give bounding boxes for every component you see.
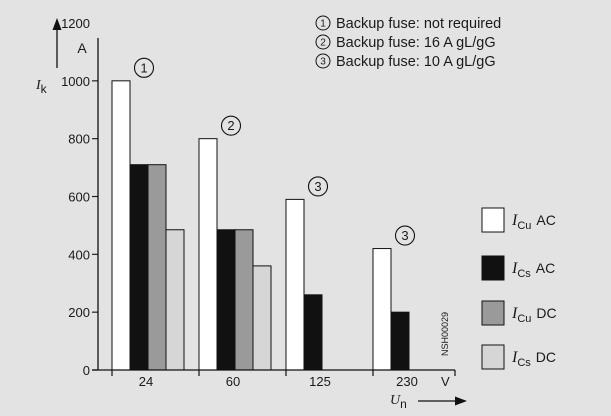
legend-label: ICs AC bbox=[511, 260, 555, 280]
group-marker-circle bbox=[220, 115, 242, 136]
legend-swatch bbox=[481, 344, 505, 370]
legend-swatch bbox=[481, 300, 505, 326]
annotation-marker-number: 1 bbox=[320, 19, 326, 30]
y-axis-label: Ik bbox=[35, 78, 48, 96]
axis-labels: A Ik Un NSH00029 bbox=[35, 40, 467, 411]
y-tick-label: 400 bbox=[68, 247, 90, 262]
legend-label: ICs DC bbox=[511, 349, 556, 369]
bar bbox=[390, 311, 410, 371]
x-categories: 24 60 125 230 V bbox=[139, 374, 450, 389]
group-markers: 1 2 3 3 bbox=[133, 57, 416, 246]
group-marker-number: 2 bbox=[227, 118, 234, 133]
legend: ICu AC ICs AC ICu DC ICs DC bbox=[481, 207, 557, 370]
bar bbox=[165, 229, 185, 371]
axes bbox=[52, 18, 456, 376]
annotation-marker-circle bbox=[315, 34, 331, 50]
bar bbox=[285, 198, 305, 371]
bar bbox=[216, 229, 236, 371]
annotation-marker-circle bbox=[315, 53, 331, 69]
group-marker-circle bbox=[394, 225, 416, 246]
bar bbox=[234, 229, 254, 371]
annotation-text: Backup fuse: 10 A gL/gG bbox=[336, 54, 496, 70]
annotation-marker-circle bbox=[315, 15, 331, 31]
y-ticks: 0 200 400 600 800 1000 1200 bbox=[61, 16, 98, 378]
y-unit: A bbox=[77, 40, 87, 56]
annotation-text: Backup fuse: not required bbox=[336, 16, 501, 32]
group-marker-number: 3 bbox=[314, 179, 321, 194]
y-tick-label: 600 bbox=[68, 190, 90, 205]
y-arrow-head bbox=[52, 18, 62, 30]
legend-swatch bbox=[481, 207, 505, 233]
figure-code: NSH00029 bbox=[440, 312, 450, 356]
bar bbox=[252, 265, 272, 371]
group-marker-circle bbox=[133, 57, 155, 78]
bar bbox=[111, 80, 131, 371]
annotation-marker-number: 3 bbox=[320, 57, 326, 68]
bar bbox=[303, 294, 323, 371]
legend-label: ICu AC bbox=[511, 212, 556, 232]
bar bbox=[372, 248, 392, 371]
annotations: 1 Backup fuse: not required 2 Backup fuse: … bbox=[315, 15, 501, 70]
y-tick-label: 200 bbox=[68, 305, 90, 320]
x-unit: V bbox=[441, 374, 450, 389]
bar bbox=[198, 138, 218, 371]
x-tick-label: 125 bbox=[309, 374, 331, 389]
y-tick-label: 800 bbox=[68, 132, 90, 147]
x-tick-label: 230 bbox=[396, 374, 418, 389]
legend-label: ICu DC bbox=[511, 305, 557, 325]
y-tick-label: 1000 bbox=[61, 74, 90, 89]
annotation-marker-number: 2 bbox=[320, 38, 326, 49]
group-marker-number: 1 bbox=[140, 60, 147, 75]
bar bbox=[147, 164, 167, 371]
group-marker-number: 3 bbox=[401, 228, 408, 243]
x-arrow-head bbox=[455, 396, 467, 406]
bars bbox=[111, 80, 410, 371]
annotation-text: Backup fuse: 16 A gL/gG bbox=[336, 35, 496, 51]
x-tick-label: 60 bbox=[226, 374, 240, 389]
bar bbox=[129, 164, 149, 371]
x-axis-label: Un bbox=[390, 393, 407, 411]
y-tick-label: 1200 bbox=[61, 16, 90, 31]
group-marker-circle bbox=[307, 176, 329, 197]
y-tick-label: 0 bbox=[83, 363, 90, 378]
legend-swatch bbox=[481, 255, 505, 281]
x-tick-label: 24 bbox=[139, 374, 153, 389]
